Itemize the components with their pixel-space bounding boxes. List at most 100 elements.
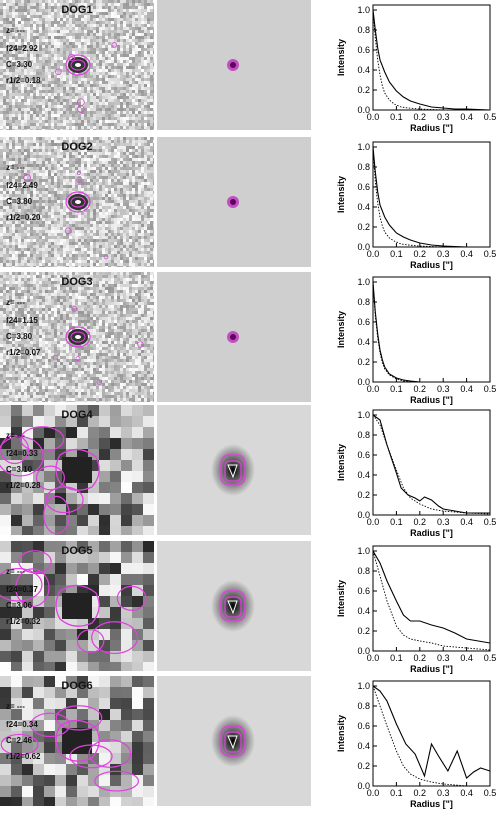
object-title: DOG1: [61, 4, 93, 16]
observed-image-panel: DOG1 z= --- f24=2.92 C=3.30 r1/2=0.18: [0, 0, 156, 132]
radial-profile-chart: 0.0 0.2 0.4 0.6 0.8 1.0 0.0 0.1 0.2 0.3 0.4 0.5 Radi…: [330, 272, 496, 407]
y-axis-label: Intensity: [336, 39, 346, 76]
half-light-radius-label: r1/2=0.28: [6, 481, 41, 490]
psf-profile-line: [372, 550, 491, 651]
x-tick-label: 0.3: [437, 653, 450, 663]
x-tick-label: 0.5: [484, 517, 496, 527]
x-tick-label: 0.0: [367, 249, 380, 259]
object-title: DOG3: [61, 276, 93, 288]
plot-frame: [372, 680, 491, 787]
x-axis-label: Radius ["]: [410, 528, 453, 538]
x-tick-label: 0.1: [390, 384, 403, 394]
redshift-label: z= ---: [6, 298, 25, 307]
plot-frame: [372, 141, 491, 248]
redshift-label: z= ---: [6, 163, 25, 172]
object-title: DOG5: [61, 545, 93, 557]
x-tick-label: 0.1: [390, 788, 403, 798]
flux-24-label: f24=0.37: [6, 585, 38, 594]
x-tick-label: 0.0: [367, 517, 380, 527]
y-tick-label: 1.0: [357, 142, 370, 152]
concentration-label: C=3.80: [6, 332, 33, 341]
x-tick-label: 0.2: [414, 384, 427, 394]
source-profile-line: [372, 9, 491, 111]
y-tick-label: 0.8: [357, 162, 370, 172]
y-tick-label: 0.6: [357, 317, 370, 327]
object-title: DOG6: [61, 680, 93, 692]
y-tick-label: 0.0: [357, 105, 370, 115]
y-axis-label: Intensity: [336, 311, 346, 348]
psf-profile-line: [372, 414, 491, 515]
x-tick-label: 0.2: [414, 653, 427, 663]
y-tick-label: 1.0: [357, 5, 370, 15]
radial-profile-chart: 0.0 0.2 0.4 0.6 0.8 1.0 0.0 0.1 0.2 0.3 0.4 0.5 Radi…: [330, 676, 496, 811]
y-tick-label: 0.6: [357, 182, 370, 192]
concentration-label: C=3.30: [6, 60, 33, 69]
x-axis-label: Radius ["]: [410, 260, 453, 270]
figure-row: DOG2 z= --- f24=2.49 C=3.80 r1/2=0.20 0.0 0.2 0…: [0, 137, 496, 272]
x-tick-label: 0.3: [437, 788, 450, 798]
y-tick-label: 0.2: [357, 626, 370, 636]
radial-profile-chart: 0.0 0.2 0.4 0.6 0.8 1.0 0.0 0.1 0.2 0.3 0.4 0.5 Radi…: [330, 137, 496, 272]
source-profile-line: [372, 685, 491, 779]
y-tick-label: 1.0: [357, 410, 370, 420]
half-light-radius-label: r1/2=0.20: [6, 213, 41, 222]
y-tick-label: 1.0: [357, 277, 370, 287]
source-profile-line: [372, 146, 490, 248]
model-image-panel: [157, 272, 311, 402]
y-tick-label: 0.2: [357, 357, 370, 367]
y-tick-label: 1.0: [357, 546, 370, 556]
psf-profile-line: [372, 281, 490, 383]
redshift-label: z= ---: [6, 26, 25, 35]
x-tick-label: 0.4: [460, 112, 473, 122]
x-tick-label: 0.3: [437, 384, 450, 394]
y-tick-label: 0.4: [357, 337, 370, 347]
model-image-panel: [157, 541, 311, 671]
half-light-radius-label: r1/2=0.32: [6, 617, 41, 626]
y-axis-label: Intensity: [336, 444, 346, 481]
concentration-label: C=3.06: [6, 601, 33, 610]
x-tick-label: 0.4: [460, 384, 473, 394]
source-profile-line: [372, 414, 490, 514]
observed-image-panel: DOG4 z= --- f24=0.33 C=3.10 r1/2=0.28: [0, 405, 154, 537]
y-axis-label: Intensity: [336, 580, 346, 617]
x-tick-label: 0.1: [390, 653, 403, 663]
x-tick-label: 0.3: [437, 249, 450, 259]
x-tick-label: 0.2: [414, 788, 427, 798]
psf-profile-line: [372, 685, 490, 787]
psf-profile-line: [372, 9, 490, 111]
source-profile-line: [372, 281, 490, 383]
x-tick-label: 0.2: [414, 517, 427, 527]
figure-row: DOG5 z= --- f24=0.37 C=3.06 r1/2=0.32 0.0 0.2 0…: [0, 541, 496, 676]
x-tick-label: 0.1: [390, 249, 403, 259]
source-profile-line: [372, 550, 491, 644]
y-tick-label: 0.8: [357, 566, 370, 576]
y-tick-label: 0.8: [357, 297, 370, 307]
figure-row: DOG4 z= --- f24=0.33 C=3.10 r1/2=0.28 0.0 0.2 0…: [0, 405, 496, 540]
observed-image-panel: DOG5 z= --- f24=0.37 C=3.06 r1/2=0.32: [0, 541, 154, 673]
redshift-label: z= ---: [6, 567, 25, 576]
radial-profile-chart: 0.0 0.2 0.4 0.6 0.8 1.0 0.0 0.1 0.2 0.3 0.4 0.5 Radi…: [330, 405, 496, 540]
observed-image-panel: DOG3 z= --- f24=1.15 C=3.80 r1/2=0.07: [0, 272, 156, 404]
y-tick-label: 0.8: [357, 25, 370, 35]
concentration-label: C=2.46: [6, 736, 33, 745]
half-light-radius-label: r1/2=0.18: [6, 76, 41, 85]
x-tick-label: 0.2: [414, 249, 427, 259]
half-light-radius-label: r1/2=0.62: [6, 752, 41, 761]
x-tick-label: 0.4: [460, 788, 473, 798]
x-tick-label: 0.4: [460, 249, 473, 259]
x-tick-label: 0.4: [460, 517, 473, 527]
figure-row: DOG6 z= --- f24=0.34 C=2.46 r1/2=0.62 0.0 0.2 0…: [0, 676, 496, 811]
concentration-label: C=3.10: [6, 465, 33, 474]
y-tick-label: 1.0: [357, 681, 370, 691]
y-axis-label: Intensity: [336, 176, 346, 213]
x-tick-label: 0.0: [367, 653, 380, 663]
y-tick-label: 0.0: [357, 781, 370, 791]
plot-frame: [372, 409, 491, 516]
y-tick-label: 0.6: [357, 721, 370, 731]
x-tick-label: 0.5: [484, 112, 496, 122]
x-axis-label: Radius ["]: [410, 664, 453, 674]
x-tick-label: 0.0: [367, 112, 380, 122]
x-tick-label: 0.0: [367, 384, 380, 394]
y-tick-label: 0.4: [357, 606, 370, 616]
y-tick-label: 0.2: [357, 85, 370, 95]
